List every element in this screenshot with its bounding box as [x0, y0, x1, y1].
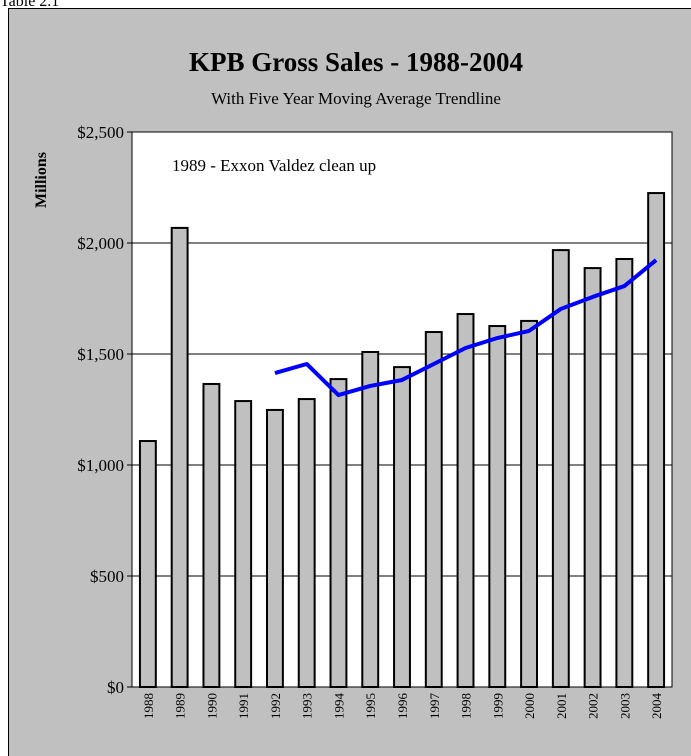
bar: [393, 366, 411, 688]
bar: [424, 331, 443, 688]
bar: [329, 378, 348, 688]
bar: [456, 313, 475, 688]
x-tick-label: 2001: [554, 693, 569, 719]
bar: [615, 257, 634, 688]
bar: [202, 382, 221, 688]
bar: [297, 398, 316, 688]
bar: [551, 249, 570, 688]
x-tick-label: 1998: [459, 693, 474, 719]
x-tick-label: 1993: [300, 693, 315, 719]
x-tick-label: 1997: [427, 693, 442, 720]
x-tick-label: 1989: [173, 693, 188, 719]
bar: [520, 319, 539, 688]
x-tick-label: 1994: [331, 693, 346, 720]
bar: [234, 400, 253, 688]
bar: [647, 192, 666, 689]
y-axis-label: Millions: [33, 152, 50, 208]
x-tick-label: 1988: [141, 693, 156, 719]
x-tick-label: 1999: [490, 693, 505, 719]
annotation: 1989 - Exxon Valdez clean up: [172, 156, 376, 175]
y-tick-label: $500: [90, 567, 124, 586]
x-tick-label: 2002: [586, 693, 601, 719]
caption: Table 2.1: [0, 0, 59, 10]
x-tick-label: 2004: [649, 693, 664, 720]
chart-subtitle: With Five Year Moving Average Trendline: [211, 89, 501, 108]
bar: [488, 325, 507, 688]
bar: [138, 440, 157, 688]
y-tick-label: $0: [107, 678, 124, 697]
x-tick-label: 1992: [268, 693, 283, 719]
x-tick-label: 1990: [204, 693, 219, 719]
y-tick-label: $2,000: [77, 234, 124, 253]
y-tick-label: $1,500: [77, 345, 124, 364]
chart-title: KPB Gross Sales - 1988-2004: [189, 47, 523, 77]
bar: [583, 267, 602, 688]
y-tick-label: $2,500: [77, 123, 124, 142]
bar: [266, 408, 284, 688]
x-tick-label: 1996: [395, 693, 410, 720]
x-tick-label: 1995: [363, 693, 378, 719]
trend-line: [274, 258, 658, 398]
x-tick-label: 2003: [617, 693, 632, 719]
x-tick-label: 1991: [236, 693, 251, 719]
y-tick-label: $1,000: [77, 456, 124, 475]
x-tick-label: 2000: [522, 693, 537, 719]
bar: [170, 226, 189, 689]
bar: [361, 351, 380, 688]
